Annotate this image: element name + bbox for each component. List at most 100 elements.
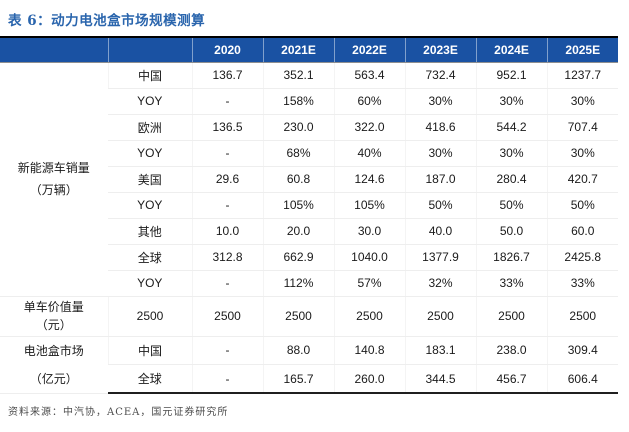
value-cell: 230.0: [262, 114, 334, 141]
value-cell: 1040.0: [333, 244, 405, 271]
value-cell: 30%: [546, 140, 618, 167]
value-cell: 60.8: [262, 166, 334, 193]
value-cell: 187.0: [404, 166, 476, 193]
value-cell: 124.6: [333, 166, 405, 193]
value-cell: 312.8: [191, 244, 263, 271]
row-label: 全球: [108, 364, 192, 394]
value-cell: 2500: [404, 296, 476, 337]
value-cell: 30%: [404, 88, 476, 115]
row-label: YOY: [108, 192, 192, 219]
table-row: 全球 312.8 662.9 1040.0 1377.9 1826.7 2425…: [0, 244, 618, 271]
value-cell: 260.0: [333, 364, 405, 394]
value-cell: 30%: [404, 140, 476, 167]
table-row: YOY - 158% 60% 30% 30% 30%: [0, 88, 618, 115]
value-cell: -: [191, 88, 263, 115]
year-header: 2020: [191, 36, 263, 63]
value-cell: -: [191, 336, 263, 365]
value-cell: 952.1: [475, 62, 547, 89]
source-note: 资料来源：中汽协，ACEA，国元证券研究所: [8, 407, 229, 418]
table-row: YOY - 112% 57% 32% 33% 33%: [0, 270, 618, 297]
table-row: 全球 - 165.7 260.0 344.5 456.7 606.4: [0, 364, 618, 394]
value-cell: 322.0: [333, 114, 405, 141]
table-row: 电池盒市场 （亿元） 中国 - 88.0 140.8 183.1 238.0 3…: [0, 336, 618, 394]
value-cell: -: [191, 270, 263, 297]
group-label-line: （亿元）: [29, 371, 78, 386]
value-cell: 2500: [333, 296, 405, 337]
value-cell: 33%: [546, 270, 618, 297]
value-cell: -: [191, 364, 263, 394]
value-cell: 165.7: [262, 364, 334, 394]
value-cell: 352.1: [262, 62, 334, 89]
value-cell: 1237.7: [546, 62, 618, 89]
value-cell: 707.4: [546, 114, 618, 141]
group-label-nev-sales: 新能源车销量 （万辆）: [0, 62, 108, 297]
value-cell: 2500: [262, 296, 334, 337]
value-cell: 158%: [262, 88, 334, 115]
table-row: 欧洲 136.5 230.0 322.0 418.6 544.2 707.4: [0, 114, 618, 141]
value-cell: -: [191, 140, 263, 167]
value-cell: 88.0: [262, 336, 334, 365]
value-cell: 136.7: [191, 62, 263, 89]
value-cell: 420.7: [546, 166, 618, 193]
value-cell: 732.4: [404, 62, 476, 89]
value-cell: 50.0: [475, 218, 547, 245]
header-blank-group: [0, 36, 108, 63]
value-cell: 238.0: [475, 336, 547, 365]
value-cell: 50%: [404, 192, 476, 219]
value-cell: 105%: [333, 192, 405, 219]
year-header: 2024E: [475, 36, 547, 63]
value-cell: 32%: [404, 270, 476, 297]
row-label: 中国: [107, 62, 192, 89]
value-cell: 280.4: [475, 166, 547, 193]
table-row: 其他 10.0 20.0 30.0 40.0 50.0 60.0: [0, 218, 618, 245]
value-cell: 50%: [546, 192, 618, 219]
table-row: YOY - 105% 105% 50% 50% 50%: [0, 192, 618, 219]
value-cell: 544.2: [475, 114, 547, 141]
value-cell: 30.0: [333, 218, 405, 245]
value-cell: 418.6: [404, 114, 476, 141]
year-header: 2025E: [546, 36, 618, 63]
value-cell: 2425.8: [546, 244, 618, 271]
value-cell: 57%: [333, 270, 405, 297]
value-cell: 456.7: [475, 364, 547, 394]
value-cell: 40.0: [404, 218, 476, 245]
value-cell: 30%: [546, 88, 618, 115]
group-label-line: 单车价值量: [23, 300, 84, 314]
row-label: 全球: [108, 244, 192, 271]
year-header: 2022E: [333, 36, 405, 63]
group-label-line: （万辆）: [29, 183, 78, 197]
value-cell: 2500: [475, 296, 547, 337]
row-label: 欧洲: [108, 114, 192, 141]
row-label: 中国: [107, 336, 192, 365]
value-cell: 30%: [475, 88, 547, 115]
row-label: 2500: [107, 296, 192, 337]
value-cell: -: [191, 192, 263, 219]
value-cell: 68%: [262, 140, 334, 167]
table-row: YOY - 68% 40% 30% 30% 30%: [0, 140, 618, 167]
group-label-line: 新能源车销量: [17, 161, 90, 175]
value-cell: 563.4: [333, 62, 405, 89]
year-header: 2021E: [262, 36, 334, 63]
table-row: 新能源车销量 （万辆） 中国 136.7 352.1 563.4 732.4 9…: [0, 62, 618, 297]
group-label-battery-box-market: 电池盒市场 （亿元）: [0, 336, 108, 394]
row-label: YOY: [108, 140, 192, 167]
value-cell: 60.0: [546, 218, 618, 245]
value-cell: 50%: [475, 192, 547, 219]
value-cell: 1377.9: [404, 244, 476, 271]
row-label: 其他: [108, 218, 192, 245]
year-header: 2023E: [404, 36, 476, 63]
value-cell: 344.5: [404, 364, 476, 394]
header-blank-sub: [107, 36, 192, 63]
value-cell: 140.8: [333, 336, 405, 365]
table-header: 2020 2021E 2022E 2023E 2024E 2025E: [0, 36, 618, 63]
market-estimate-table: 2020 2021E 2022E 2023E 2024E 2025E 新能源车销…: [0, 36, 618, 394]
group-label-line: 电池盒市场: [23, 343, 84, 358]
value-cell: 105%: [262, 192, 334, 219]
value-cell: 60%: [333, 88, 405, 115]
value-cell: 30%: [475, 140, 547, 167]
value-cell: 33%: [475, 270, 547, 297]
table-row: 美国 29.6 60.8 124.6 187.0 280.4 420.7: [0, 166, 618, 193]
value-cell: 20.0: [262, 218, 334, 245]
value-cell: 2500: [191, 296, 263, 337]
